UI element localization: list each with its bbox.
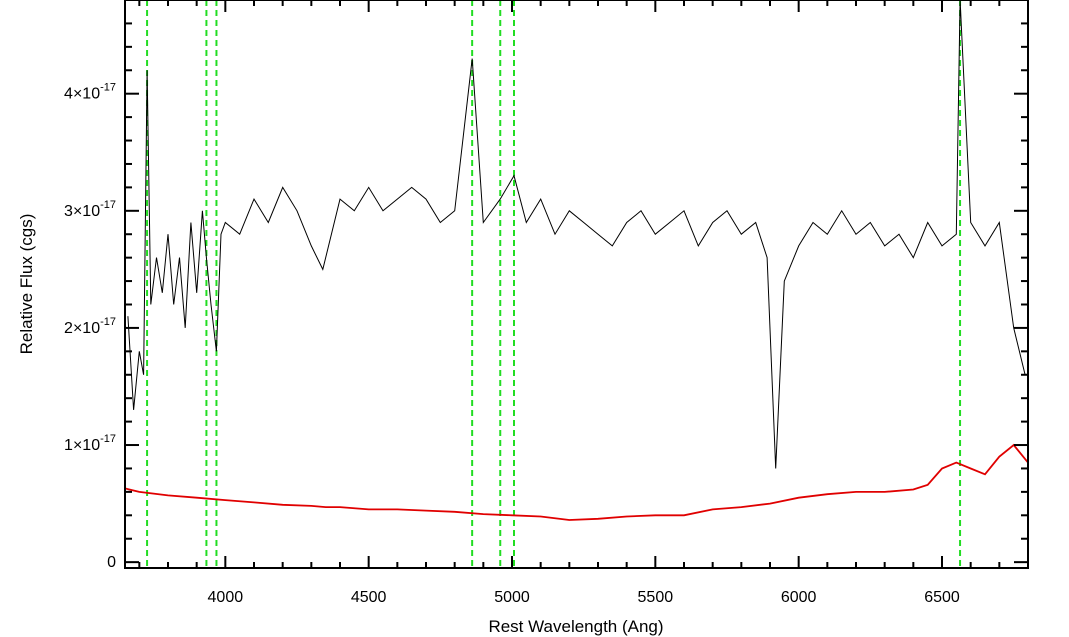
x-tick-label: 5500	[638, 589, 674, 606]
y-tick-label: 3×10-17	[64, 199, 116, 220]
y-axis: 0 1×10-17 2×10-17 3×10-17 4×10-17	[64, 0, 1028, 571]
emission-line-markers	[146, 0, 962, 568]
x-tick-label: 4500	[351, 589, 387, 606]
series-line-0	[127, 0, 1026, 469]
y-axis-label: Relative Flux (cgs)	[17, 214, 36, 355]
x-tick-label: 4000	[208, 589, 244, 606]
x-tick-label: 5000	[494, 589, 530, 606]
x-axis: 4000 4500 5000 5500 6000 6500	[138, 0, 1029, 606]
y-tick-label: 1×10-17	[64, 433, 116, 454]
x-tick-label: 6500	[924, 589, 960, 606]
series-line-1	[124, 443, 1029, 521]
y-tick-label: 0	[107, 554, 116, 571]
spectrum-series	[124, 0, 1029, 521]
x-axis-label: Rest Wavelength (Ang)	[488, 617, 663, 636]
y-tick-label: 2×10-17	[64, 316, 116, 337]
plot-frame	[124, 0, 1029, 569]
x-tick-label: 6000	[781, 589, 817, 606]
y-tick-label: 4×10-17	[64, 82, 116, 103]
